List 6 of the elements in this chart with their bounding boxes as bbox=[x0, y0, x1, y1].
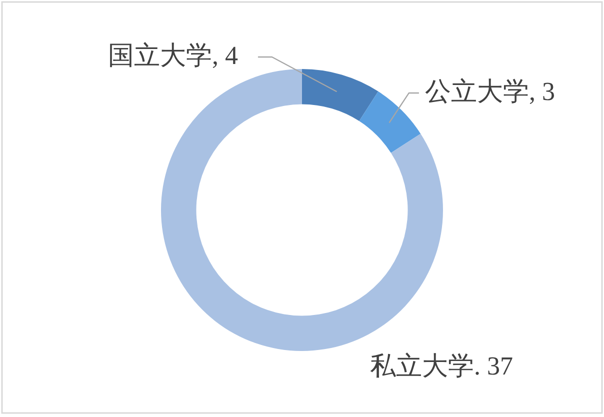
slice-label: 国立大学 bbox=[108, 40, 212, 70]
data-label: , 4 bbox=[212, 40, 238, 70]
slice-label: 公立大学 bbox=[424, 76, 529, 106]
data-label: , 3 bbox=[528, 76, 555, 106]
slice-label: 私立大学 bbox=[370, 352, 474, 381]
data-label: . 37 bbox=[474, 352, 513, 381]
